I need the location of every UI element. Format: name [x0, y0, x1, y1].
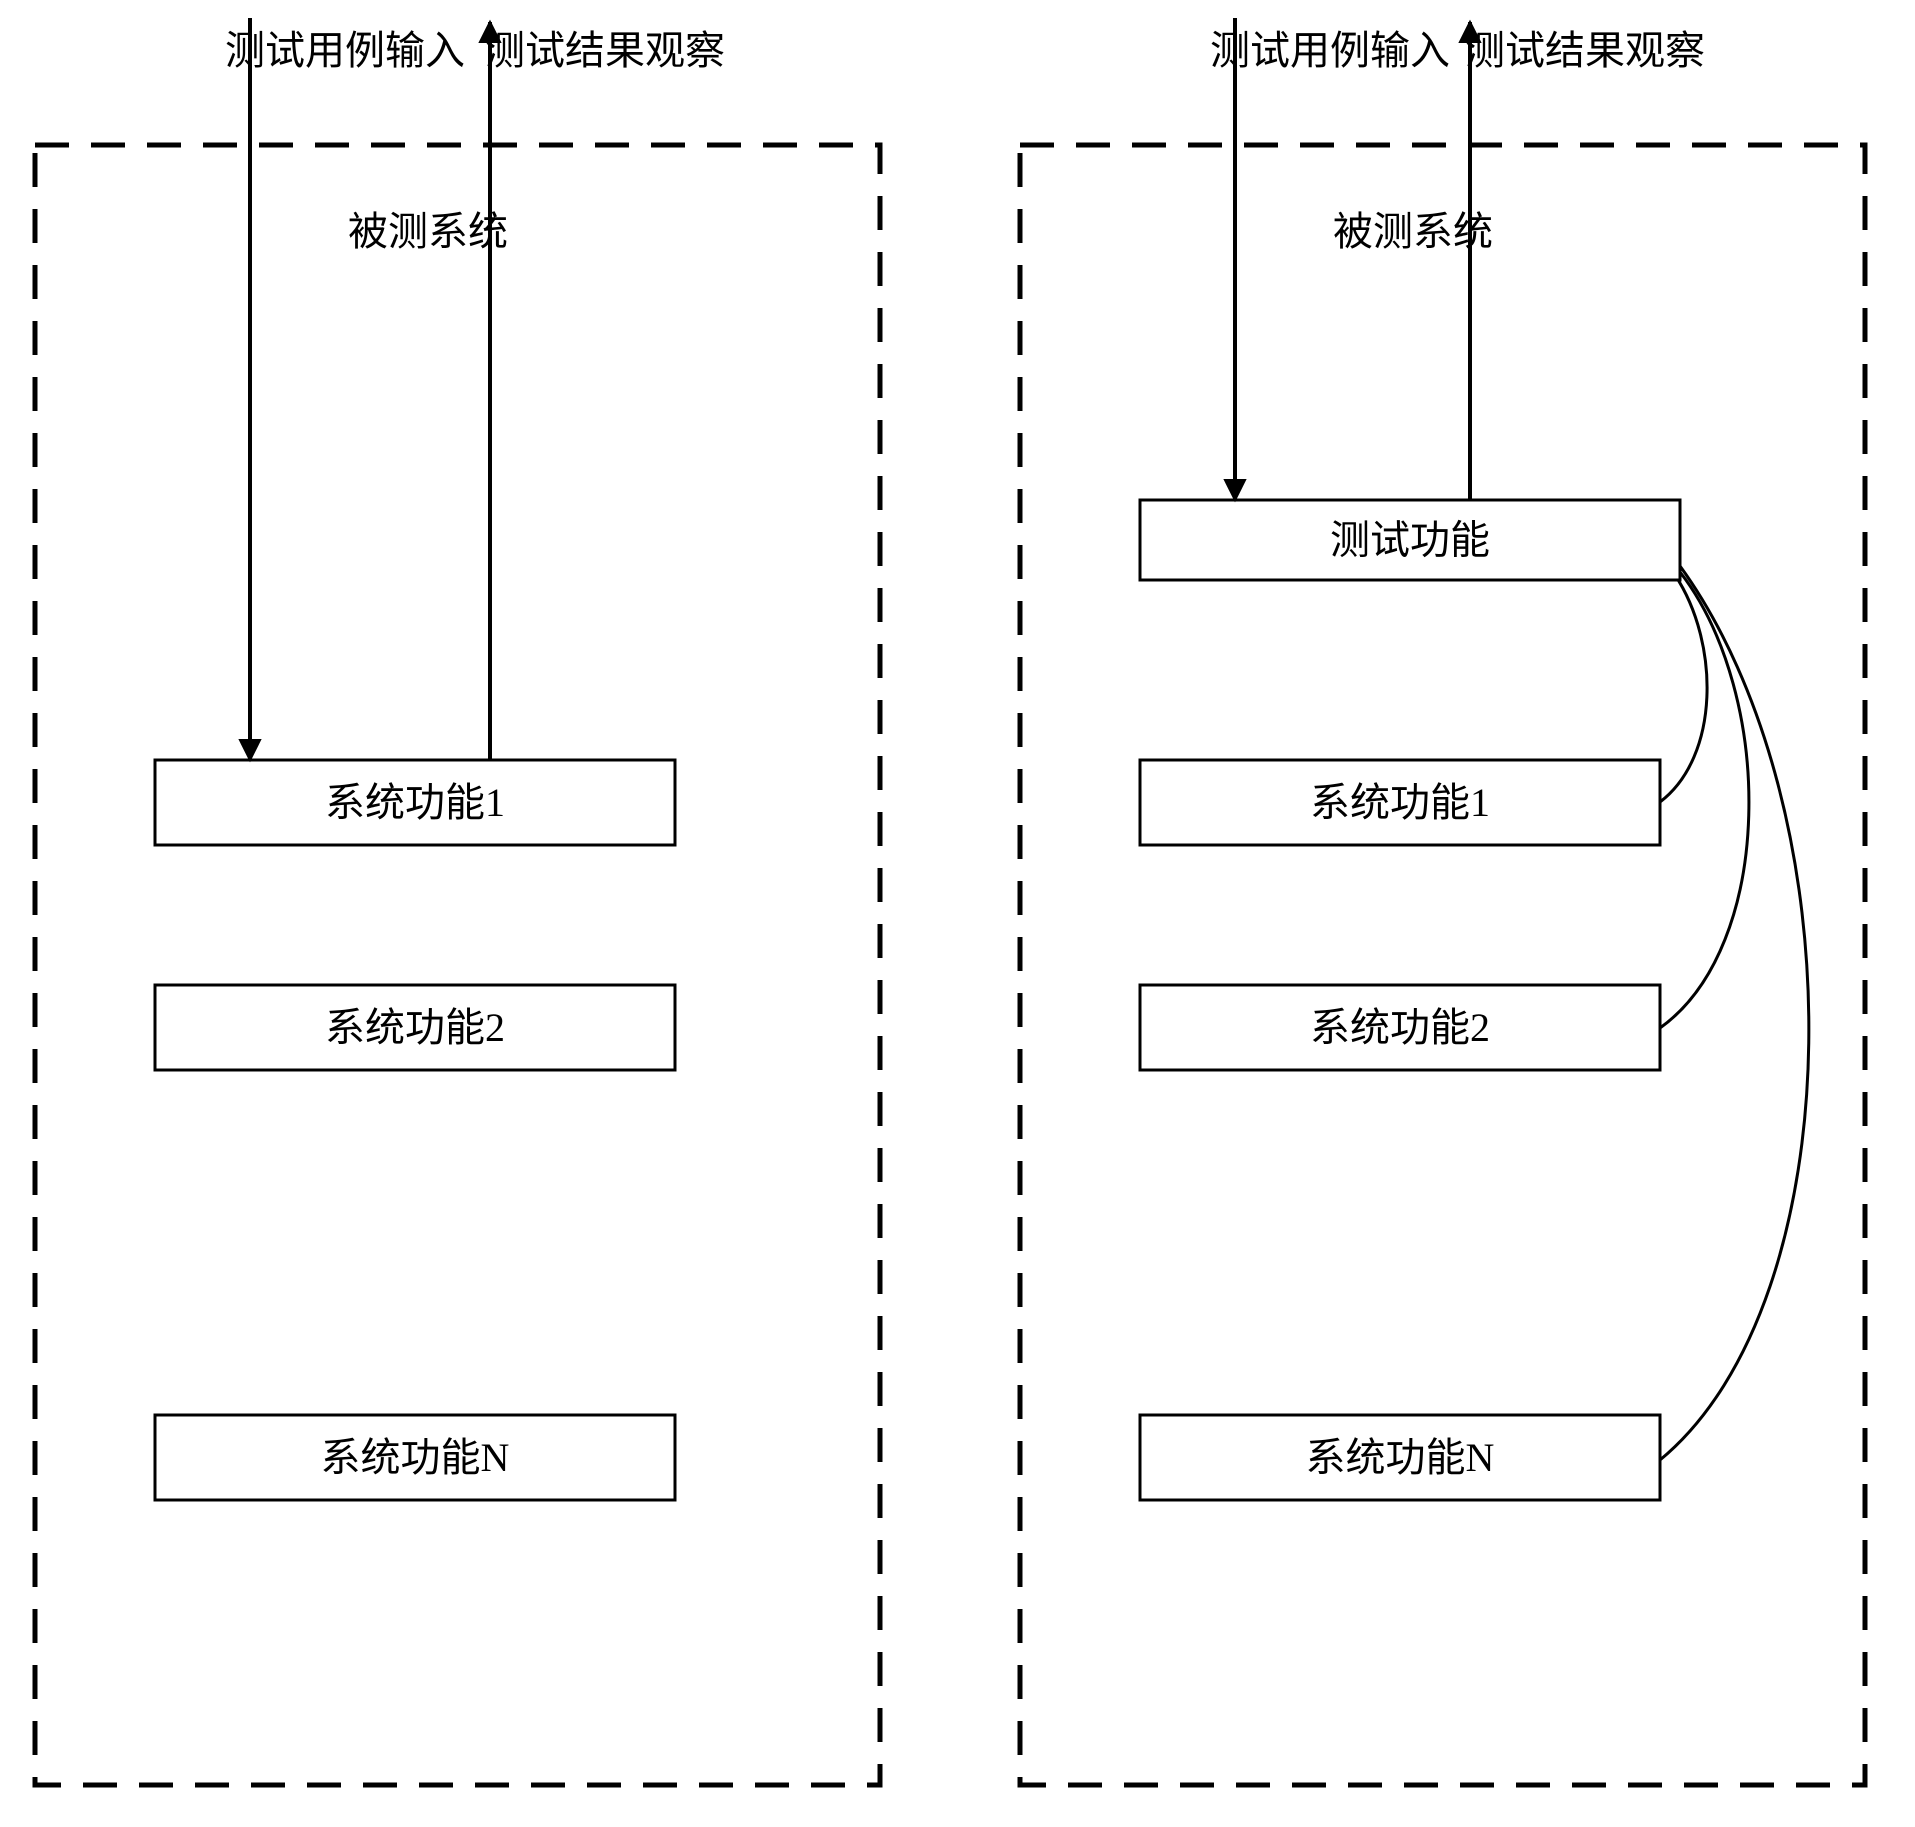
right-box-fN-label: 系统功能N — [1306, 1435, 1495, 1480]
left-output-label: 测试结果观察 — [485, 28, 725, 73]
connector-curve — [1660, 575, 1707, 802]
system-dashed-box — [35, 145, 880, 1785]
right-box-test-label: 测试功能 — [1330, 518, 1490, 563]
right-box-f2-label: 系统功能2 — [1310, 1005, 1490, 1050]
left-func-1-label: 系统功能2 — [325, 1005, 505, 1050]
right-box-f1-label: 系统功能1 — [1310, 780, 1490, 825]
left-func-0-label: 系统功能1 — [325, 780, 505, 825]
right-input-label: 测试用例输入 — [1210, 28, 1450, 73]
diagram-canvas: 被测系统系统功能1系统功能2系统功能N测试用例输入测试结果观察被测系统测试功能系… — [0, 0, 1915, 1827]
left-func-2-label: 系统功能N — [321, 1435, 510, 1480]
connector-curve — [1660, 572, 1749, 1028]
system-dashed-box — [1020, 145, 1865, 1785]
right-output-label: 测试结果观察 — [1465, 28, 1705, 73]
connector-curve — [1660, 566, 1809, 1460]
left-system-title: 被测系统 — [348, 209, 508, 254]
left-input-label: 测试用例输入 — [225, 28, 465, 73]
